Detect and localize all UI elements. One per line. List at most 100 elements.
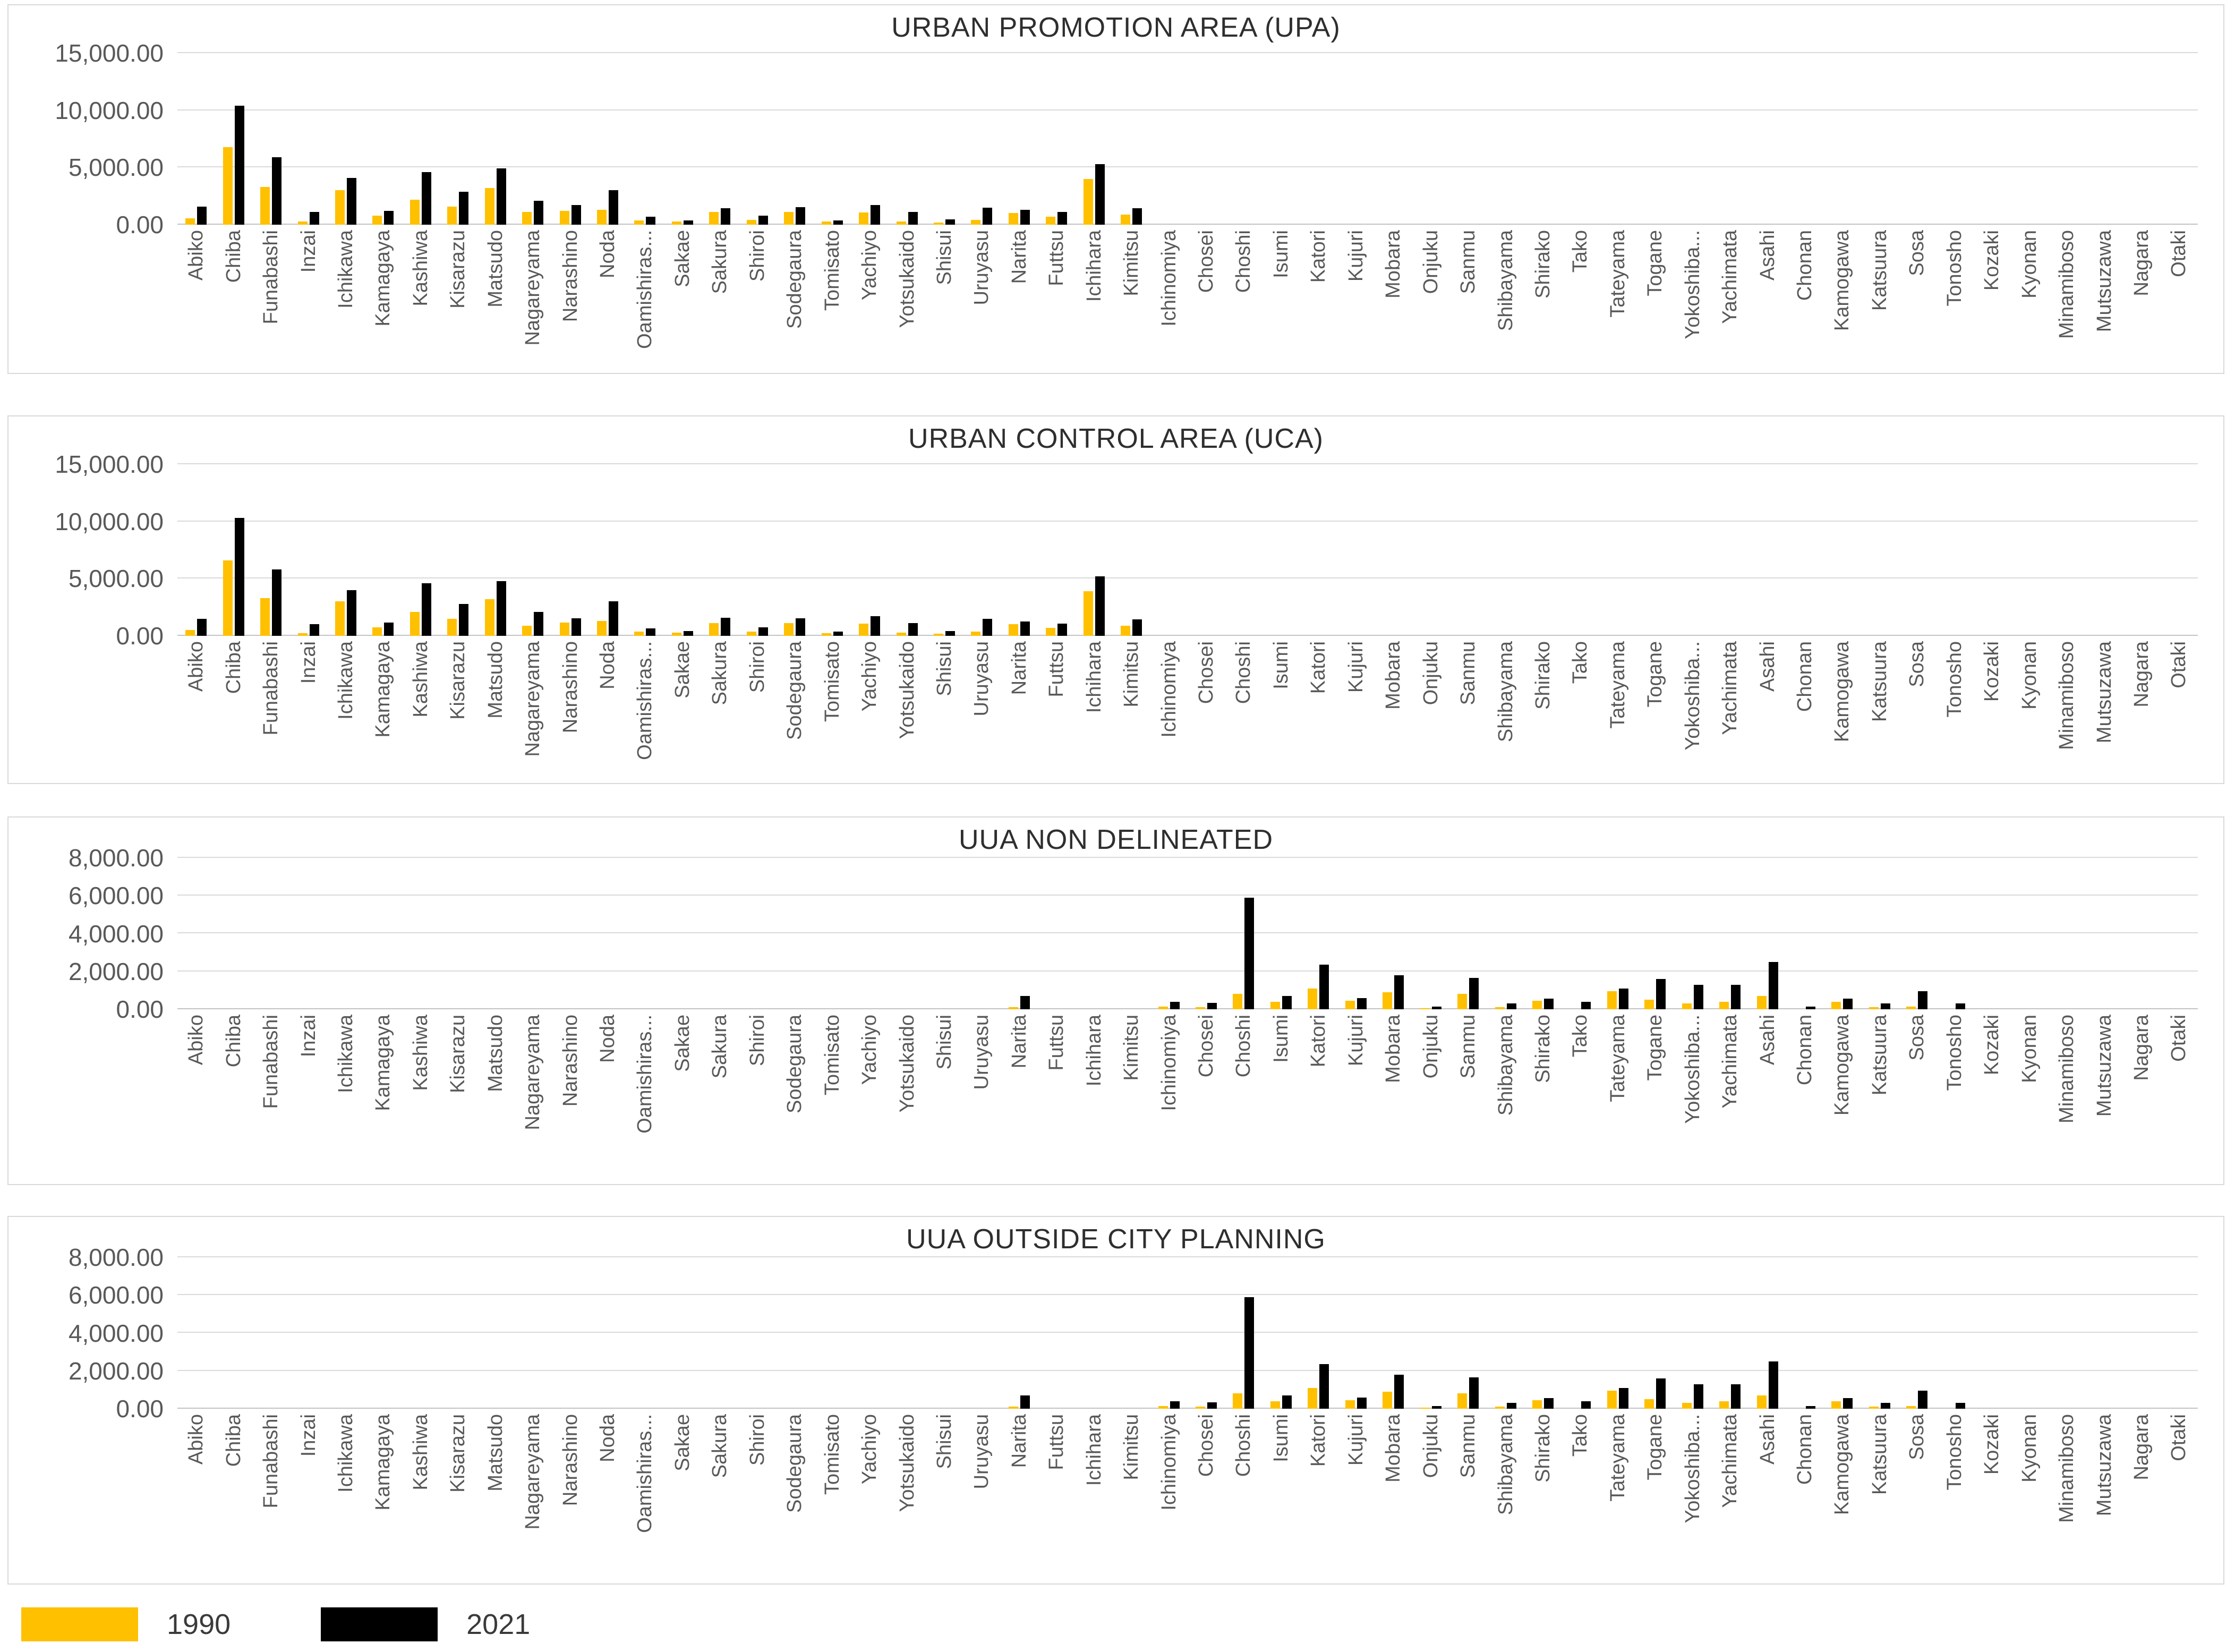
- x-axis-label: Ichinomiya: [1150, 641, 1187, 786]
- x-axis-label-text: Nagareyama: [522, 230, 544, 346]
- category-slot: [888, 1257, 925, 1409]
- category-slot: [1524, 464, 1562, 636]
- bar-1990: [1607, 991, 1617, 1009]
- bar-1990: [447, 619, 457, 636]
- x-axis-label-text: Kozaki: [1981, 1414, 2003, 1475]
- bar-1990: [1756, 996, 1767, 1009]
- x-axis-label-text: Narashino: [559, 641, 582, 734]
- category-slot: [252, 858, 289, 1009]
- bar-1990: [671, 633, 681, 636]
- category-slot: [1449, 464, 1487, 636]
- category-slot: [1038, 858, 1075, 1009]
- y-tick-label: 0.00: [116, 622, 164, 650]
- x-axis-label-text: Asahi: [1756, 1414, 1779, 1465]
- x-axis-label: Nagara: [2123, 641, 2160, 786]
- x-axis-label-text: Kyonan: [2018, 1015, 2041, 1083]
- x-axis-label: Sosa: [1898, 230, 1935, 374]
- bar-1990: [1831, 1002, 1841, 1009]
- x-axis-label: Noda: [589, 1414, 626, 1585]
- plot-area-uca: [177, 463, 2198, 636]
- x-axis-label-text: Asahi: [1756, 1015, 1779, 1066]
- x-axis-label-text: Mobara: [1382, 1015, 1405, 1083]
- x-axis-label: Tomisato: [813, 230, 850, 374]
- category-slot: [551, 1257, 588, 1409]
- x-axis-label: Kujuri: [1337, 230, 1375, 374]
- gridline: [177, 1408, 2198, 1409]
- x-axis-label: Yotsukaido: [888, 641, 925, 786]
- bar-1990: [1345, 1001, 1355, 1009]
- category-slot: [1711, 858, 1748, 1009]
- x-axis-label-text: Tako: [1569, 230, 1592, 273]
- x-axis-label: Kozaki: [1973, 230, 2010, 374]
- x-axis-label-text: Nagara: [2130, 641, 2153, 708]
- bar-2021: [833, 220, 843, 225]
- category-slot: [2048, 858, 2085, 1009]
- x-axis-label: Nagara: [2123, 1414, 2160, 1585]
- y-tick-label: 6,000.00: [68, 882, 164, 909]
- category-slot: [1898, 858, 1935, 1009]
- x-axis-label: Sakae: [664, 1015, 701, 1186]
- x-axis-label: Mobara: [1375, 1414, 1412, 1585]
- bar-1990: [522, 626, 532, 636]
- x-axis-label: Oamishiras...: [626, 1414, 663, 1585]
- category-slot: [1449, 53, 1487, 225]
- bar-1990: [1345, 1400, 1355, 1409]
- x-axis-label: Yachiyo: [851, 230, 888, 374]
- category-slot: [813, 1257, 850, 1409]
- bar-2021: [346, 178, 356, 225]
- x-axis-label: Kamagaya: [364, 1414, 402, 1585]
- x-axis-label-text: Sanmu: [1457, 1015, 1480, 1079]
- x-axis-label-text: Chosei: [1195, 641, 1218, 704]
- category-slot: [701, 858, 738, 1009]
- x-axis-label: Shisui: [926, 641, 963, 786]
- bar-2021: [871, 616, 881, 636]
- category-slot: [2160, 1257, 2197, 1409]
- x-axis-label: Mobara: [1375, 1015, 1412, 1186]
- category-slot: [1076, 464, 1113, 636]
- x-axis-label-text: Asahi: [1756, 641, 1779, 692]
- x-axis-label: Otaki: [2160, 1414, 2197, 1585]
- category-slot: [1823, 1257, 1861, 1409]
- x-axis-label-text: Narashino: [559, 230, 582, 322]
- category-slot: [1562, 858, 1599, 1009]
- y-axis-uua-outside-city-planning: 0.00 2,000.00 4,000.00 6,000.00 8,000.00: [8, 1217, 168, 1583]
- category-slot: [1113, 858, 1150, 1009]
- x-axis-label-text: Futtsu: [1045, 641, 1068, 697]
- x-axis-label: Chiba: [215, 230, 252, 374]
- x-axis-labels-uua-non-delineated: Abiko Chiba Funabashi Inzai Ichikawa Kamagaya…: [177, 1015, 2198, 1186]
- bar-2021: [1693, 985, 1703, 1009]
- x-axis-label-text: Uruyasu: [970, 1015, 993, 1090]
- bar-2021: [234, 518, 244, 636]
- bar-2021: [1806, 1007, 1816, 1009]
- category-slot: [1188, 1257, 1225, 1409]
- bar-2021: [908, 212, 918, 225]
- category-slot: [888, 53, 925, 225]
- bar-1990: [671, 222, 681, 225]
- category-slot: [1375, 53, 1412, 225]
- bar-2021: [1955, 1403, 1965, 1409]
- category-slot: [477, 464, 514, 636]
- category-slot: [1076, 53, 1113, 225]
- y-tick-label: 4,000.00: [68, 920, 164, 948]
- x-axis-label: Kyonan: [2010, 641, 2048, 786]
- category-slot: [739, 1257, 776, 1409]
- x-axis-label-text: Yachiyo: [858, 1414, 881, 1485]
- bar-2021: [459, 192, 469, 225]
- bar-2021: [1768, 962, 1778, 1009]
- x-axis-label-text: Minamiboso: [2055, 1414, 2078, 1523]
- x-axis-label: Inzai: [289, 230, 327, 374]
- x-axis-label-text: Yotsukaido: [895, 641, 918, 739]
- x-axis-label-text: Matsudo: [484, 641, 507, 719]
- category-slot: [1337, 858, 1375, 1009]
- x-axis-label-text: Isumi: [1269, 230, 1292, 278]
- bar-2021: [1469, 1377, 1479, 1409]
- bar-2021: [421, 172, 431, 225]
- x-axis-label-text: Yotsukaido: [895, 230, 918, 328]
- x-axis-label-text: Yotsukaido: [895, 1015, 918, 1113]
- y-axis-uca: 0.00 5,000.00 10,000.00 15,000.00: [8, 416, 168, 783]
- x-axis-label-text: Ichihara: [1082, 230, 1105, 302]
- x-axis-label-text: Onjuku: [1419, 1015, 1442, 1079]
- category-slot: [1150, 53, 1187, 225]
- x-axis-label: Oamishiras...: [626, 230, 663, 374]
- bar-1990: [1420, 1408, 1430, 1409]
